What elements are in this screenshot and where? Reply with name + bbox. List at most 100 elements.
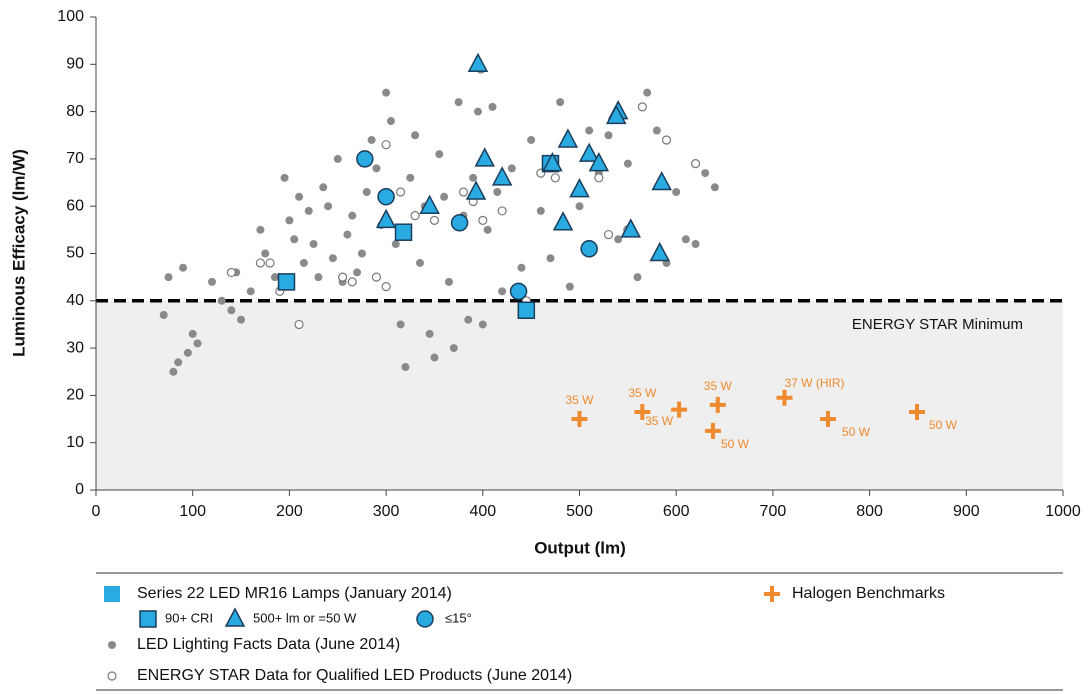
point (517, 263, 526, 272)
point (569, 178, 590, 198)
point (425, 329, 434, 338)
point (227, 306, 236, 315)
point (604, 131, 613, 140)
point (375, 208, 397, 229)
y-tick-label: 0 (75, 481, 84, 498)
legend-label: 90+ CRI (165, 610, 213, 625)
x-axis-title: Output (lm) (534, 538, 626, 557)
legend-marker (108, 641, 116, 649)
point (440, 192, 449, 201)
legend-label: 500+ lm or =50 W (253, 610, 357, 625)
point (356, 150, 374, 168)
point (701, 169, 710, 178)
y-axis-title: Luminous Efficacy (lm/W) (9, 149, 28, 357)
legend-label: ≤15° (445, 610, 472, 625)
point (270, 273, 279, 282)
point-label: 35 W (628, 386, 657, 400)
point (643, 88, 652, 97)
y-tick-label: 20 (66, 387, 84, 404)
point (328, 254, 337, 263)
y-tick-label: 60 (66, 197, 84, 214)
point (415, 258, 424, 267)
point (430, 353, 439, 362)
point (371, 272, 382, 282)
point (550, 173, 560, 183)
x-tick-label: 300 (373, 503, 400, 520)
point (478, 215, 488, 225)
point (246, 287, 255, 296)
point-label: 37 W (HIR) (785, 376, 845, 390)
x-tick-label: 700 (760, 503, 787, 520)
point (469, 173, 478, 182)
y-tick-label: 40 (66, 292, 84, 309)
point (671, 401, 688, 418)
legend-marker (764, 586, 780, 602)
point (256, 225, 265, 234)
x-tick-label: 900 (953, 503, 980, 520)
point (578, 142, 600, 162)
legend-marker (416, 610, 434, 628)
point (820, 411, 837, 428)
point (580, 240, 598, 258)
point (691, 240, 700, 249)
point (546, 254, 555, 263)
point (261, 249, 270, 258)
point (386, 117, 395, 126)
x-tick-label: 600 (663, 503, 690, 520)
y-tick-label: 100 (57, 8, 84, 25)
point (542, 152, 563, 172)
point (401, 363, 410, 372)
point (649, 241, 671, 262)
point (372, 164, 381, 173)
point (565, 282, 574, 291)
point (255, 258, 265, 268)
point (603, 229, 614, 240)
point (294, 319, 304, 330)
y-tick-label: 30 (66, 339, 84, 356)
point (454, 98, 463, 107)
point-label: 35 W (565, 393, 594, 407)
x-tick-label: 200 (276, 503, 303, 520)
point (179, 263, 188, 272)
point (381, 140, 391, 150)
point (585, 126, 594, 135)
below-threshold-region (96, 300, 1063, 490)
point (633, 273, 642, 282)
point (174, 358, 183, 367)
legend-group: Series 22 LED MR16 Lamps (January 2014) (137, 585, 452, 602)
legend-marker (107, 671, 117, 681)
point (556, 98, 565, 107)
point (681, 235, 690, 244)
point (575, 202, 584, 211)
point (391, 240, 400, 249)
point (652, 126, 661, 135)
point (343, 230, 352, 239)
point (507, 164, 516, 173)
point (348, 211, 357, 220)
point (637, 102, 647, 112)
y-tick-label: 70 (66, 150, 84, 167)
point (285, 216, 294, 225)
point (410, 211, 420, 221)
point (429, 215, 440, 225)
point (491, 166, 513, 186)
point (396, 187, 406, 197)
legend-label: Halogen Benchmarks (792, 585, 945, 602)
x-tick-label: 100 (179, 503, 206, 520)
point (449, 344, 458, 353)
point (478, 320, 487, 329)
point (183, 348, 192, 357)
point (623, 159, 632, 168)
point (465, 180, 487, 200)
point (324, 202, 333, 211)
point (237, 315, 246, 324)
point (357, 249, 366, 258)
point (377, 187, 395, 206)
point (473, 107, 482, 116)
legend-label: LED Lighting Facts Data (June 2014) (137, 636, 400, 653)
point (557, 128, 579, 148)
x-tick-label: 800 (856, 503, 883, 520)
point (552, 211, 574, 231)
point-label: 50 W (842, 425, 871, 439)
